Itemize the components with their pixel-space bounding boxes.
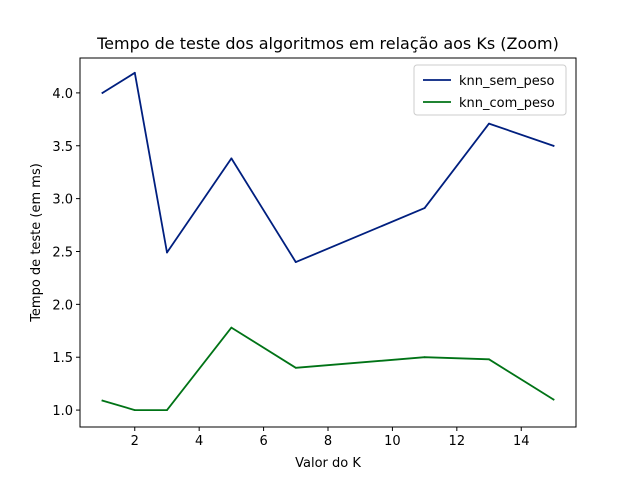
- data-point-knn_sem_peso: [423, 207, 426, 210]
- data-point-knn_sem_peso: [230, 157, 233, 160]
- legend: knn_sem_peso knn_com_peso: [413, 64, 567, 116]
- y-tick-label: 2.0: [52, 298, 73, 313]
- series-line-knn_com_peso: [101, 326, 555, 412]
- y-tick-label: 2.5: [52, 245, 73, 260]
- y-tick-label: 1.5: [52, 351, 73, 366]
- x-tick-label: 10: [384, 434, 401, 449]
- data-point-knn_com_peso: [133, 409, 136, 411]
- x-tick-label: 6: [259, 434, 267, 449]
- series-layer: [101, 71, 555, 412]
- x-tick-label: 8: [324, 434, 332, 449]
- x-tick-label: 12: [449, 434, 466, 449]
- data-point-knn_com_peso: [230, 326, 233, 329]
- y-tick-label: 3.0: [52, 193, 73, 208]
- y-tick-label: 3.5: [52, 140, 73, 155]
- legend-label-knn_sem_peso: knn_sem_peso: [459, 74, 554, 89]
- data-point-knn_com_peso: [166, 409, 168, 411]
- chart-title: Tempo de teste dos algoritmos em relação…: [96, 34, 559, 53]
- data-point-knn_sem_peso: [166, 251, 168, 254]
- data-point-knn_sem_peso: [488, 122, 490, 125]
- data-point-knn_com_peso: [423, 356, 426, 359]
- data-point-knn_sem_peso: [552, 144, 555, 147]
- data-point-knn_com_peso: [552, 398, 555, 401]
- series-line-knn_sem_peso: [101, 71, 555, 264]
- y-axis-label: Tempo de teste (em ms): [29, 163, 44, 323]
- data-point-knn_sem_peso: [294, 261, 297, 263]
- x-tick-label: 4: [195, 434, 203, 449]
- x-tick-label: 14: [513, 434, 530, 449]
- plot-area-frame: [79, 57, 577, 428]
- data-point-knn_sem_peso: [101, 92, 104, 94]
- x-axis-label: Valor do K: [295, 456, 361, 471]
- y-tick-label: 1.0: [52, 404, 73, 419]
- legend-box: [413, 64, 567, 116]
- legend-label-knn_com_peso: knn_com_peso: [459, 96, 555, 111]
- data-point-knn_com_peso: [101, 399, 104, 402]
- data-point-knn_sem_peso: [133, 71, 136, 74]
- axis-ticks: 2 4 6 8 10 12 14 1.0 1.5 2.0 2.5 3.0 3.5 4.0: [52, 87, 529, 449]
- x-tick-label: 2: [131, 434, 139, 449]
- data-point-knn_com_peso: [294, 366, 297, 369]
- y-tick-label: 4.0: [52, 87, 73, 102]
- data-point-knn_com_peso: [488, 358, 490, 361]
